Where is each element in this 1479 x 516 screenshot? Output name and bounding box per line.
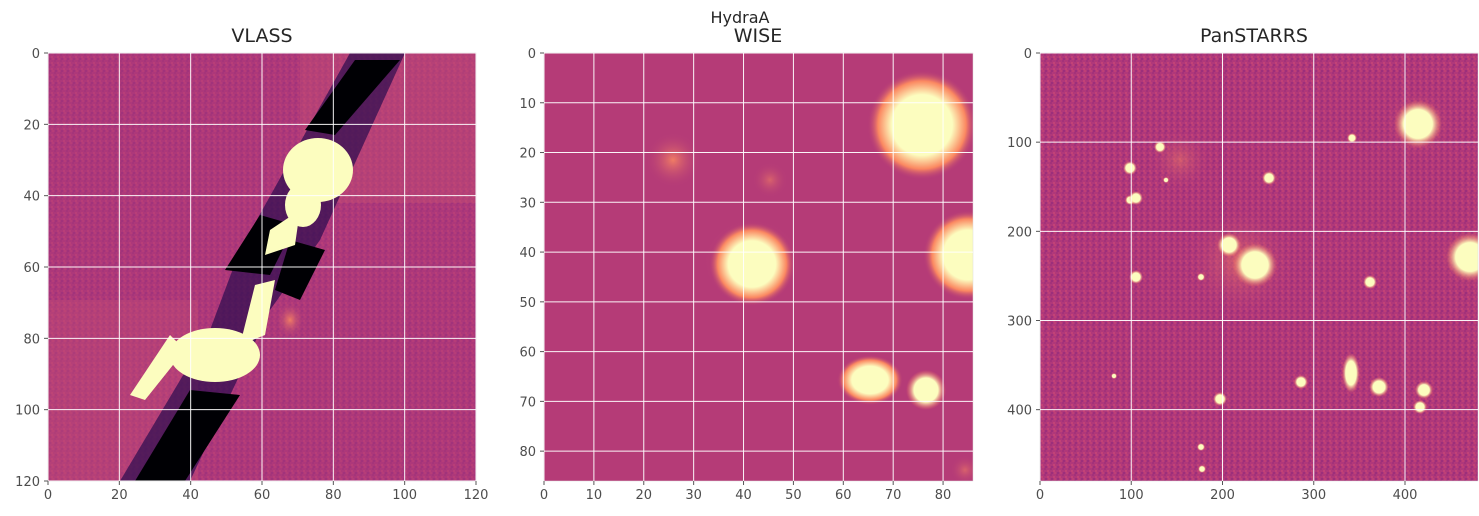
x-tick-label: 60 bbox=[835, 488, 852, 503]
x-tick-label: 0 bbox=[44, 488, 52, 503]
panel-title-panstarrs: PanSTARRS bbox=[1200, 25, 1308, 47]
x-tick-label: 0 bbox=[1036, 488, 1044, 503]
y-tick-label: 50 bbox=[519, 296, 536, 311]
panel-vlass: VLASS 0 20 40 60 80 100 120 0 20 40 60 80 100 120 bbox=[15, 25, 488, 503]
y-tick-label: 10 bbox=[519, 97, 536, 112]
y-tick-label: 0 bbox=[32, 47, 40, 62]
x-tick-label: 80 bbox=[325, 488, 342, 503]
panstarrs-image bbox=[1040, 53, 1478, 481]
y-tick-label: 20 bbox=[23, 118, 40, 133]
x-tick-label: 400 bbox=[1393, 488, 1418, 503]
y-tick-label: 120 bbox=[15, 475, 40, 490]
panel-title-wise: WISE bbox=[734, 25, 782, 47]
x-tick-label: 70 bbox=[885, 488, 902, 503]
panel-wise: WISE 0 10 20 30 40 50 60 70 80 0 10 20 30 40 50 60 70 80 bbox=[519, 25, 974, 503]
x-tick-label: 50 bbox=[785, 488, 802, 503]
x-tick-label: 40 bbox=[182, 488, 199, 503]
x-tick-label: 40 bbox=[735, 488, 752, 503]
y-tick-label: 20 bbox=[519, 147, 536, 162]
y-tick-label: 40 bbox=[519, 246, 536, 261]
x-tick-label: 100 bbox=[1119, 488, 1144, 503]
x-tick-label: 30 bbox=[685, 488, 702, 503]
y-tick-label: 80 bbox=[519, 445, 536, 460]
y-tick-label: 30 bbox=[519, 196, 536, 211]
y-tick-label: 100 bbox=[1007, 136, 1032, 151]
panel-title-vlass: VLASS bbox=[231, 25, 292, 47]
y-tick-label: 300 bbox=[1007, 315, 1032, 330]
y-tick-label: 60 bbox=[23, 261, 40, 276]
y-tick-label: 70 bbox=[519, 395, 536, 410]
x-tick-label: 20 bbox=[111, 488, 128, 503]
y-tick-label: 0 bbox=[1024, 47, 1032, 62]
y-tick-label: 0 bbox=[528, 47, 536, 62]
figure-suptitle: HydraA bbox=[711, 8, 770, 27]
y-tick-label: 80 bbox=[23, 332, 40, 347]
y-tick-label: 60 bbox=[519, 346, 536, 361]
y-tick-label: 400 bbox=[1007, 404, 1032, 419]
y-tick-label: 200 bbox=[1007, 225, 1032, 240]
x-tick-label: 10 bbox=[586, 488, 603, 503]
y-tick-label: 40 bbox=[23, 190, 40, 205]
x-tick-label: 20 bbox=[635, 488, 652, 503]
x-tick-label: 300 bbox=[1301, 488, 1326, 503]
x-tick-label: 100 bbox=[392, 488, 417, 503]
y-tick-label: 100 bbox=[15, 404, 40, 419]
x-tick-label: 60 bbox=[254, 488, 271, 503]
x-tick-label: 80 bbox=[935, 488, 952, 503]
x-tick-label: 0 bbox=[540, 488, 548, 503]
x-tick-label: 200 bbox=[1210, 488, 1235, 503]
panel-panstarrs: PanSTARRS bbox=[1007, 25, 1479, 503]
x-tick-label: 120 bbox=[464, 488, 489, 503]
